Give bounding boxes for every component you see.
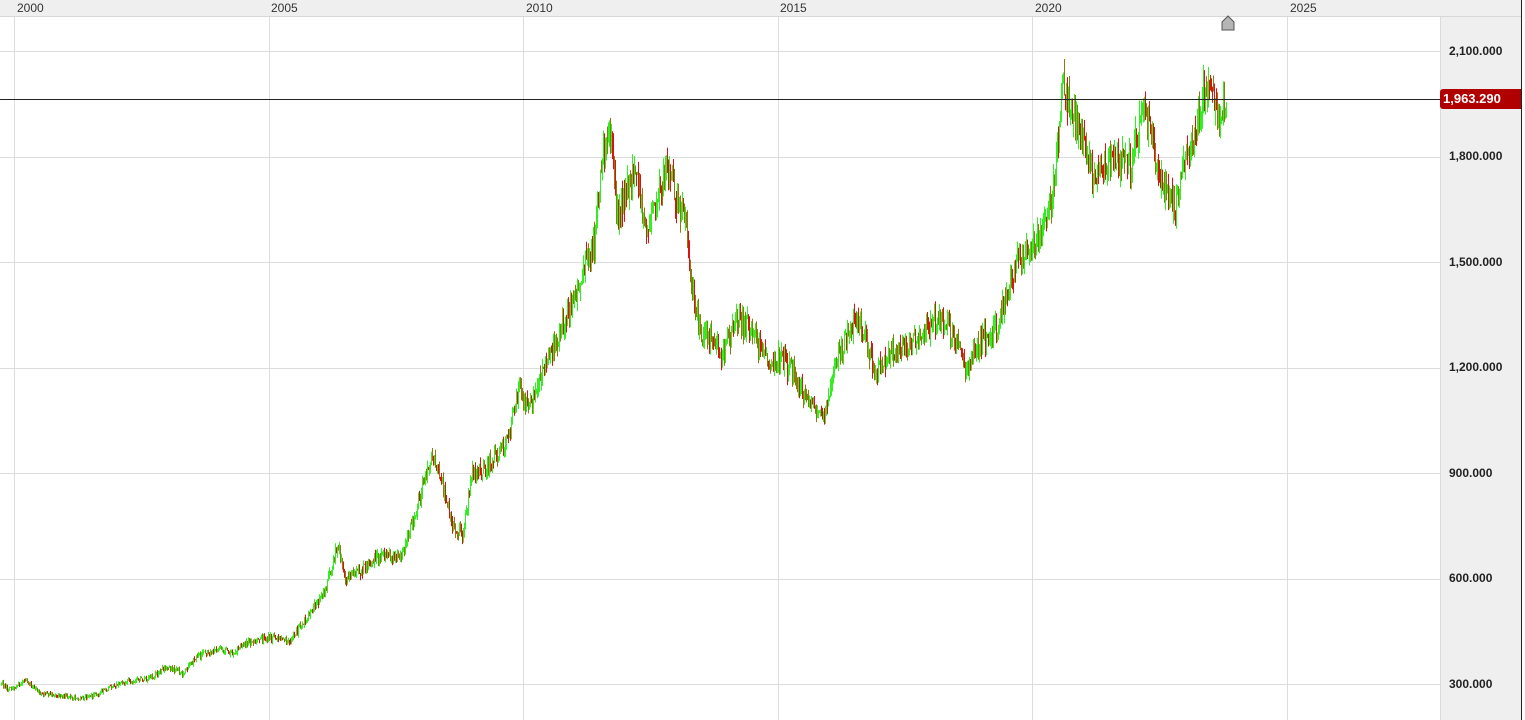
time-label-2025: 2025 [1290, 1, 1317, 15]
current-price-tag: 1,963.290 [1440, 89, 1521, 109]
price-axis[interactable] [1440, 17, 1522, 720]
plot-area[interactable] [0, 0, 1440, 720]
time-label-2000: 2000 [17, 1, 44, 15]
time-label-2005: 2005 [271, 1, 298, 15]
time-label-2015: 2015 [780, 1, 807, 15]
price-label-900: 900.000 [1449, 466, 1493, 480]
price-label-1200: 1,200.000 [1449, 360, 1503, 374]
time-label-2010: 2010 [526, 1, 553, 15]
price-label-1500: 1,500.000 [1449, 255, 1503, 269]
price-label-1800: 1,800.000 [1449, 149, 1503, 163]
price-label-2100: 2,100.000 [1449, 44, 1503, 58]
home-marker-icon[interactable] [1221, 15, 1235, 31]
right-border [1521, 0, 1525, 720]
price-label-600: 600.000 [1449, 571, 1493, 585]
time-axis[interactable]: 2000 2005 2010 2015 2020 2025 [0, 0, 1521, 17]
time-label-2020: 2020 [1035, 1, 1062, 15]
price-label-300: 300.000 [1449, 677, 1493, 691]
